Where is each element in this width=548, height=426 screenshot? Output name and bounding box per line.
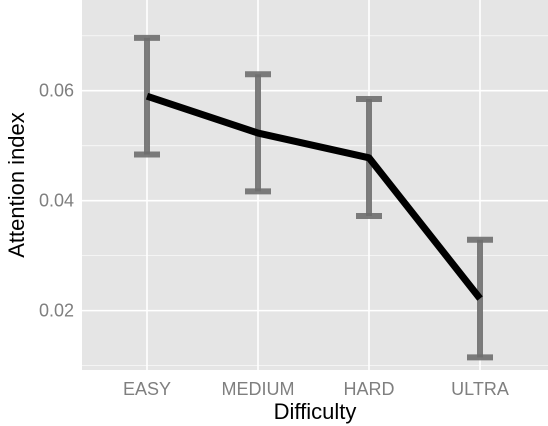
y-axis-title: Attention index bbox=[4, 112, 29, 258]
series-line-layer bbox=[145, 92, 483, 301]
x-axis-title: Difficulty bbox=[274, 399, 357, 424]
y-tick-label: 0.06 bbox=[39, 81, 74, 101]
x-tick-label: HARD bbox=[343, 379, 394, 399]
y-tick-label: 0.04 bbox=[39, 191, 74, 211]
x-tick-label: ULTRA bbox=[451, 379, 509, 399]
x-tick-label: EASY bbox=[123, 379, 171, 399]
y-tick-label: 0.02 bbox=[39, 301, 74, 321]
series-line bbox=[145, 92, 483, 301]
x-tick-label: MEDIUM bbox=[222, 379, 295, 399]
y-tick-labels: 0.02 0.04 0.06 bbox=[39, 81, 74, 321]
plot-panel bbox=[82, 0, 548, 370]
x-tick-labels: EASY MEDIUM HARD ULTRA bbox=[123, 379, 509, 399]
